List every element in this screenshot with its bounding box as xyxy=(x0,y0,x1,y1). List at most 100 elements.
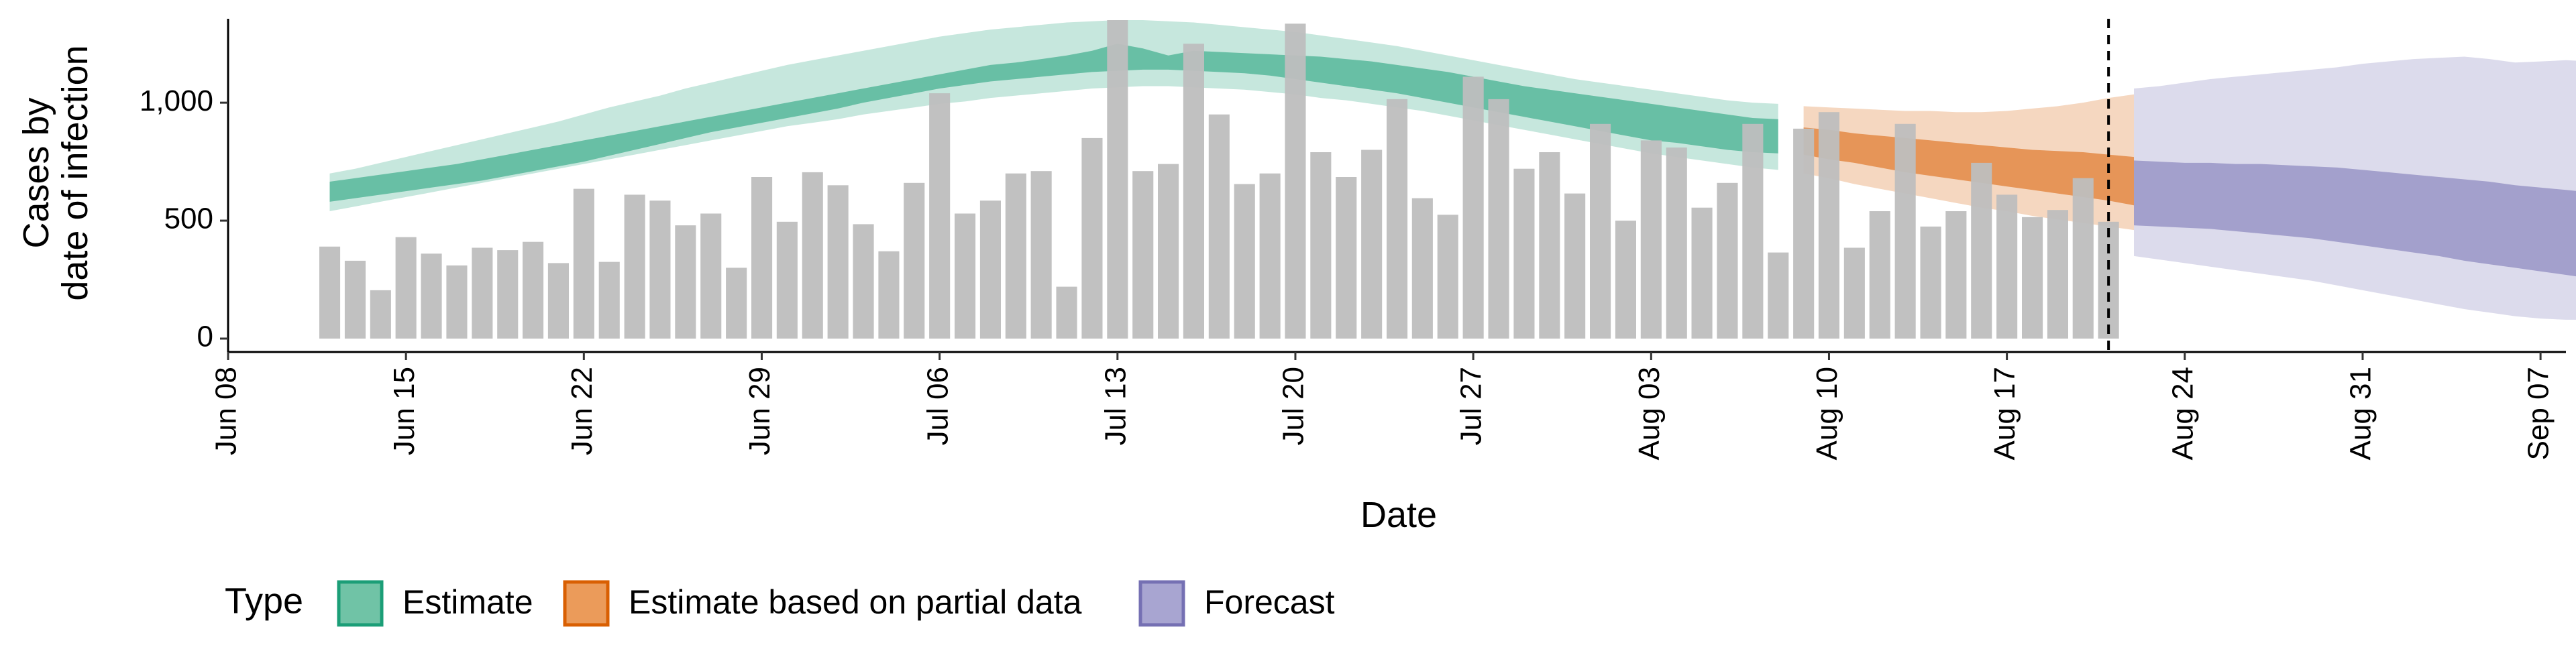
bar xyxy=(1717,182,1738,339)
bar xyxy=(2072,178,2094,339)
bar xyxy=(904,182,925,339)
bar xyxy=(726,268,747,339)
bar xyxy=(573,188,594,339)
legend-key xyxy=(337,580,384,627)
bar xyxy=(700,213,722,339)
forecast-bands xyxy=(2134,56,2576,320)
bar xyxy=(1158,164,1179,339)
legend: Type Estimate Estimate based on partial da… xyxy=(225,580,1335,627)
bar xyxy=(1107,20,1128,339)
bar xyxy=(395,237,417,339)
bar xyxy=(1310,152,1332,339)
bar xyxy=(1030,171,1052,339)
bar xyxy=(598,261,620,339)
bar xyxy=(1005,173,1026,339)
bar xyxy=(675,225,696,339)
bar xyxy=(1539,152,1560,339)
bar xyxy=(827,185,849,339)
bar xyxy=(1894,123,1916,339)
bar xyxy=(1691,207,1713,339)
legend-key xyxy=(1138,580,1185,627)
bar xyxy=(344,260,366,339)
legend-label: Estimate based on partial data xyxy=(629,583,1082,621)
bar xyxy=(2022,217,2043,339)
y-axis-title-line-2: date of infection xyxy=(55,45,95,300)
y-axis-ticks: 0 500 1,000 xyxy=(140,84,228,353)
x-tick-label: Aug 03 xyxy=(1633,367,1666,460)
bar xyxy=(1640,140,1662,339)
x-tick-label: Aug 17 xyxy=(1988,367,2021,460)
bar xyxy=(853,224,874,339)
legend-label: Forecast xyxy=(1204,583,1335,621)
bar xyxy=(624,194,645,339)
reported-case-bars xyxy=(319,20,2119,339)
bar xyxy=(472,247,493,339)
x-tick-label: Jun 22 xyxy=(566,367,598,455)
axes xyxy=(227,19,2566,353)
bar xyxy=(1132,171,1154,339)
bar xyxy=(1336,177,1357,339)
bar xyxy=(1208,114,1230,339)
x-axis-ticks: Jun 08 Jun 15 Jun 22 Jun 29 Jul 06 Jul 13 Jul … xyxy=(210,352,2555,460)
bar xyxy=(2047,210,2068,339)
bar xyxy=(1793,128,1815,339)
estimate-band-50 xyxy=(329,44,1778,202)
y-tick-label: 1,000 xyxy=(140,84,213,117)
bar xyxy=(1361,150,1383,339)
bar xyxy=(955,213,976,339)
bar xyxy=(1996,194,2018,339)
forecast-band-50 xyxy=(2134,160,2576,277)
bar xyxy=(1666,148,1687,339)
x-tick-label: Jul 13 xyxy=(1099,367,1132,445)
bar xyxy=(1285,23,1306,339)
x-tick-label: Jul 06 xyxy=(921,367,954,445)
bar xyxy=(776,221,798,339)
bar xyxy=(1411,198,1433,339)
bar xyxy=(878,251,900,339)
bar xyxy=(1971,162,1992,339)
bar xyxy=(1920,226,1941,339)
bar xyxy=(1818,112,1839,339)
partial-estimate-bands xyxy=(1803,94,2134,231)
estimate-bands xyxy=(329,20,1778,211)
y-axis-title-line-1: Cases by xyxy=(16,97,56,248)
y-tick-label: 0 xyxy=(197,320,213,353)
x-tick-label: Jul 27 xyxy=(1455,367,1488,445)
bar xyxy=(979,200,1001,339)
x-tick-label: Aug 24 xyxy=(2166,367,2199,460)
bar xyxy=(1843,247,1865,339)
bar xyxy=(1869,211,1890,339)
y-tick-label: 500 xyxy=(164,202,213,235)
bar xyxy=(1387,99,1408,339)
bar xyxy=(1056,286,1077,339)
bar xyxy=(751,177,773,339)
x-tick-label: Jun 08 xyxy=(210,367,243,455)
bar xyxy=(802,172,823,339)
x-tick-label: Jun 29 xyxy=(743,367,776,455)
bar xyxy=(929,93,951,339)
bar xyxy=(1081,137,1103,339)
bar xyxy=(1234,184,1255,339)
x-tick-label: Aug 10 xyxy=(1811,367,1843,460)
bar xyxy=(1590,123,1611,339)
bar xyxy=(1462,76,1484,339)
bar xyxy=(1945,211,1967,339)
bar xyxy=(446,265,468,339)
bar xyxy=(1513,168,1535,339)
bar xyxy=(649,200,671,339)
legend-title: Type xyxy=(225,581,303,621)
bar xyxy=(421,253,442,339)
x-tick-label: Sep 07 xyxy=(2522,367,2555,460)
bar xyxy=(1768,252,1789,339)
bar xyxy=(547,263,569,339)
partial-estimate-band-50 xyxy=(1803,127,2134,206)
legend-label: Estimate xyxy=(402,583,533,621)
legend-key xyxy=(563,580,610,627)
bar xyxy=(1259,173,1281,339)
bar xyxy=(319,246,341,339)
bar xyxy=(497,250,519,339)
bar xyxy=(1488,99,1509,339)
x-tick-label: Jun 15 xyxy=(388,367,421,455)
